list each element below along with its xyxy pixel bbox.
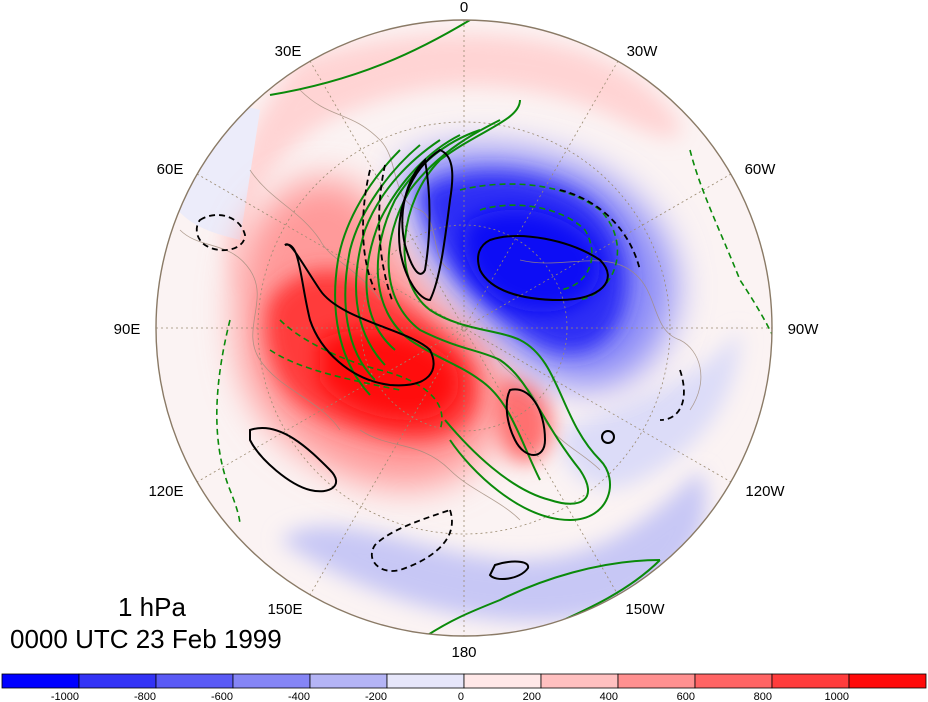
lon-label-150e: 150E — [267, 601, 302, 618]
colorbar-tick-label: -600 — [211, 691, 233, 702]
colorbar-box — [309, 673, 388, 689]
lon-label-120e: 120E — [148, 483, 183, 500]
lon-label-120w: 120W — [745, 483, 785, 500]
colorbar-tick-label: 200 — [523, 691, 541, 702]
lon-label-0: 0 — [460, 0, 468, 16]
colorbar: -1000 -800 -600 -400 -200 0 200 400 600 800 1000 — [1, 673, 927, 702]
longitude-labels: 0 30W 60W 90W 120W 150W 180 150E 120E 90… — [114, 0, 820, 661]
lon-label-90e: 90E — [114, 321, 141, 338]
colorbar-box — [232, 673, 311, 689]
colorbar-box — [848, 673, 927, 689]
colorbar-box — [540, 673, 619, 689]
colorbar-boxes — [1, 673, 927, 689]
colorbar-tick-label: -1000 — [51, 691, 79, 702]
colorbar-tick-label: 400 — [600, 691, 618, 702]
colorbar-tick-label: -800 — [134, 691, 156, 702]
lon-label-150w: 150W — [625, 601, 665, 618]
lon-label-180: 180 — [451, 644, 476, 661]
pressure-level-caption: 1 hPa — [118, 592, 186, 622]
lon-label-60w: 60W — [745, 161, 777, 178]
black-contours — [249, 148, 615, 581]
colorbar-box — [78, 673, 157, 689]
colorbar-box — [386, 673, 465, 689]
colorbar-tick-label: -400 — [288, 691, 310, 702]
colorbar-box — [463, 673, 542, 689]
colorbar-box — [694, 673, 773, 689]
graticule — [156, 20, 772, 636]
lon-label-60e: 60E — [157, 161, 184, 178]
polar-map: 0 30W 60W 90W 120W 150W 180 150E 120E 90… — [114, 0, 820, 661]
colorbar-tick-labels: -1000 -800 -600 -400 -200 0 200 400 600 800 1000 — [51, 691, 849, 702]
colorbar-tick-label: 0 — [458, 691, 464, 702]
map-disk — [156, 20, 772, 636]
lon-label-30e: 30E — [275, 43, 302, 60]
map-border — [155, 19, 773, 637]
colorbar-tick-label: -200 — [365, 691, 387, 702]
lon-label-90w: 90W — [788, 321, 820, 338]
black-dashed-contours — [195, 164, 685, 572]
colorbar-box — [771, 673, 850, 689]
colorbar-box — [1, 673, 80, 689]
colorbar-tick-label: 800 — [754, 691, 772, 702]
valid-time-caption: 0000 UTC 23 Feb 1999 — [10, 624, 282, 654]
colorbar-tick-label: 600 — [677, 691, 695, 702]
colorbar-box — [155, 673, 234, 689]
colorbar-box — [617, 673, 696, 689]
colorbar-tick-label: 1000 — [825, 691, 849, 702]
lon-label-30w: 30W — [627, 43, 659, 60]
